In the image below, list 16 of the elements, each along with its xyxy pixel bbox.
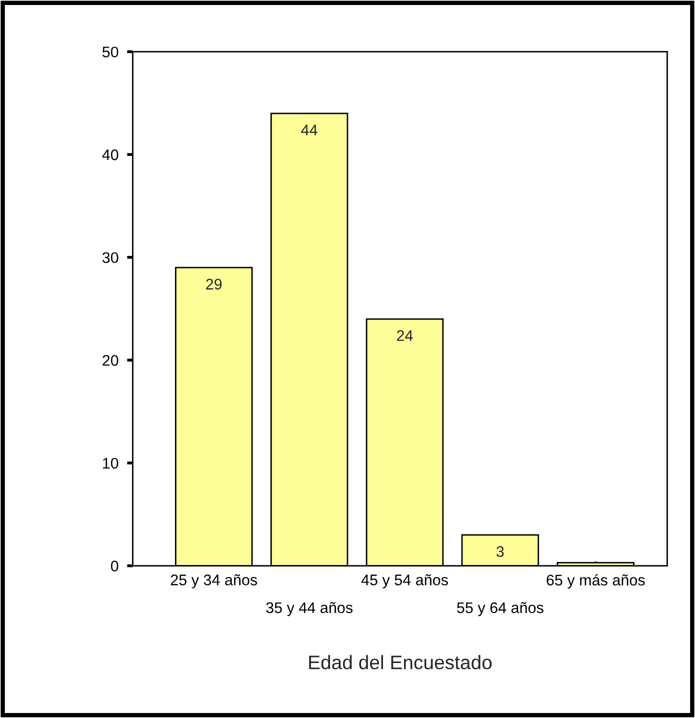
y-tick-label: 40 [102,149,118,160]
data-label: 3 [496,546,504,557]
x-tick-label: 35 y 44 años [266,602,353,616]
y-tick-label: 50 [102,46,118,58]
data-label: 44 [301,124,318,136]
x-axis-title: Edad del Encuestado [309,655,492,670]
x-tick-label: 55 y 64 años [457,602,544,616]
data-label: 24 [397,330,413,341]
x-tick-label: 45 y 54 años [361,574,448,588]
x-tick-label: 25 y 34 años [170,574,258,588]
y-tick-label: 30 [102,252,118,264]
y-tick-label: 20 [102,355,118,366]
x-tick-label: 65 y más años [546,574,645,589]
y-tick-label: 0 [110,560,118,572]
data-label: 29 [206,278,222,290]
y-tick-label: 10 [103,458,118,469]
